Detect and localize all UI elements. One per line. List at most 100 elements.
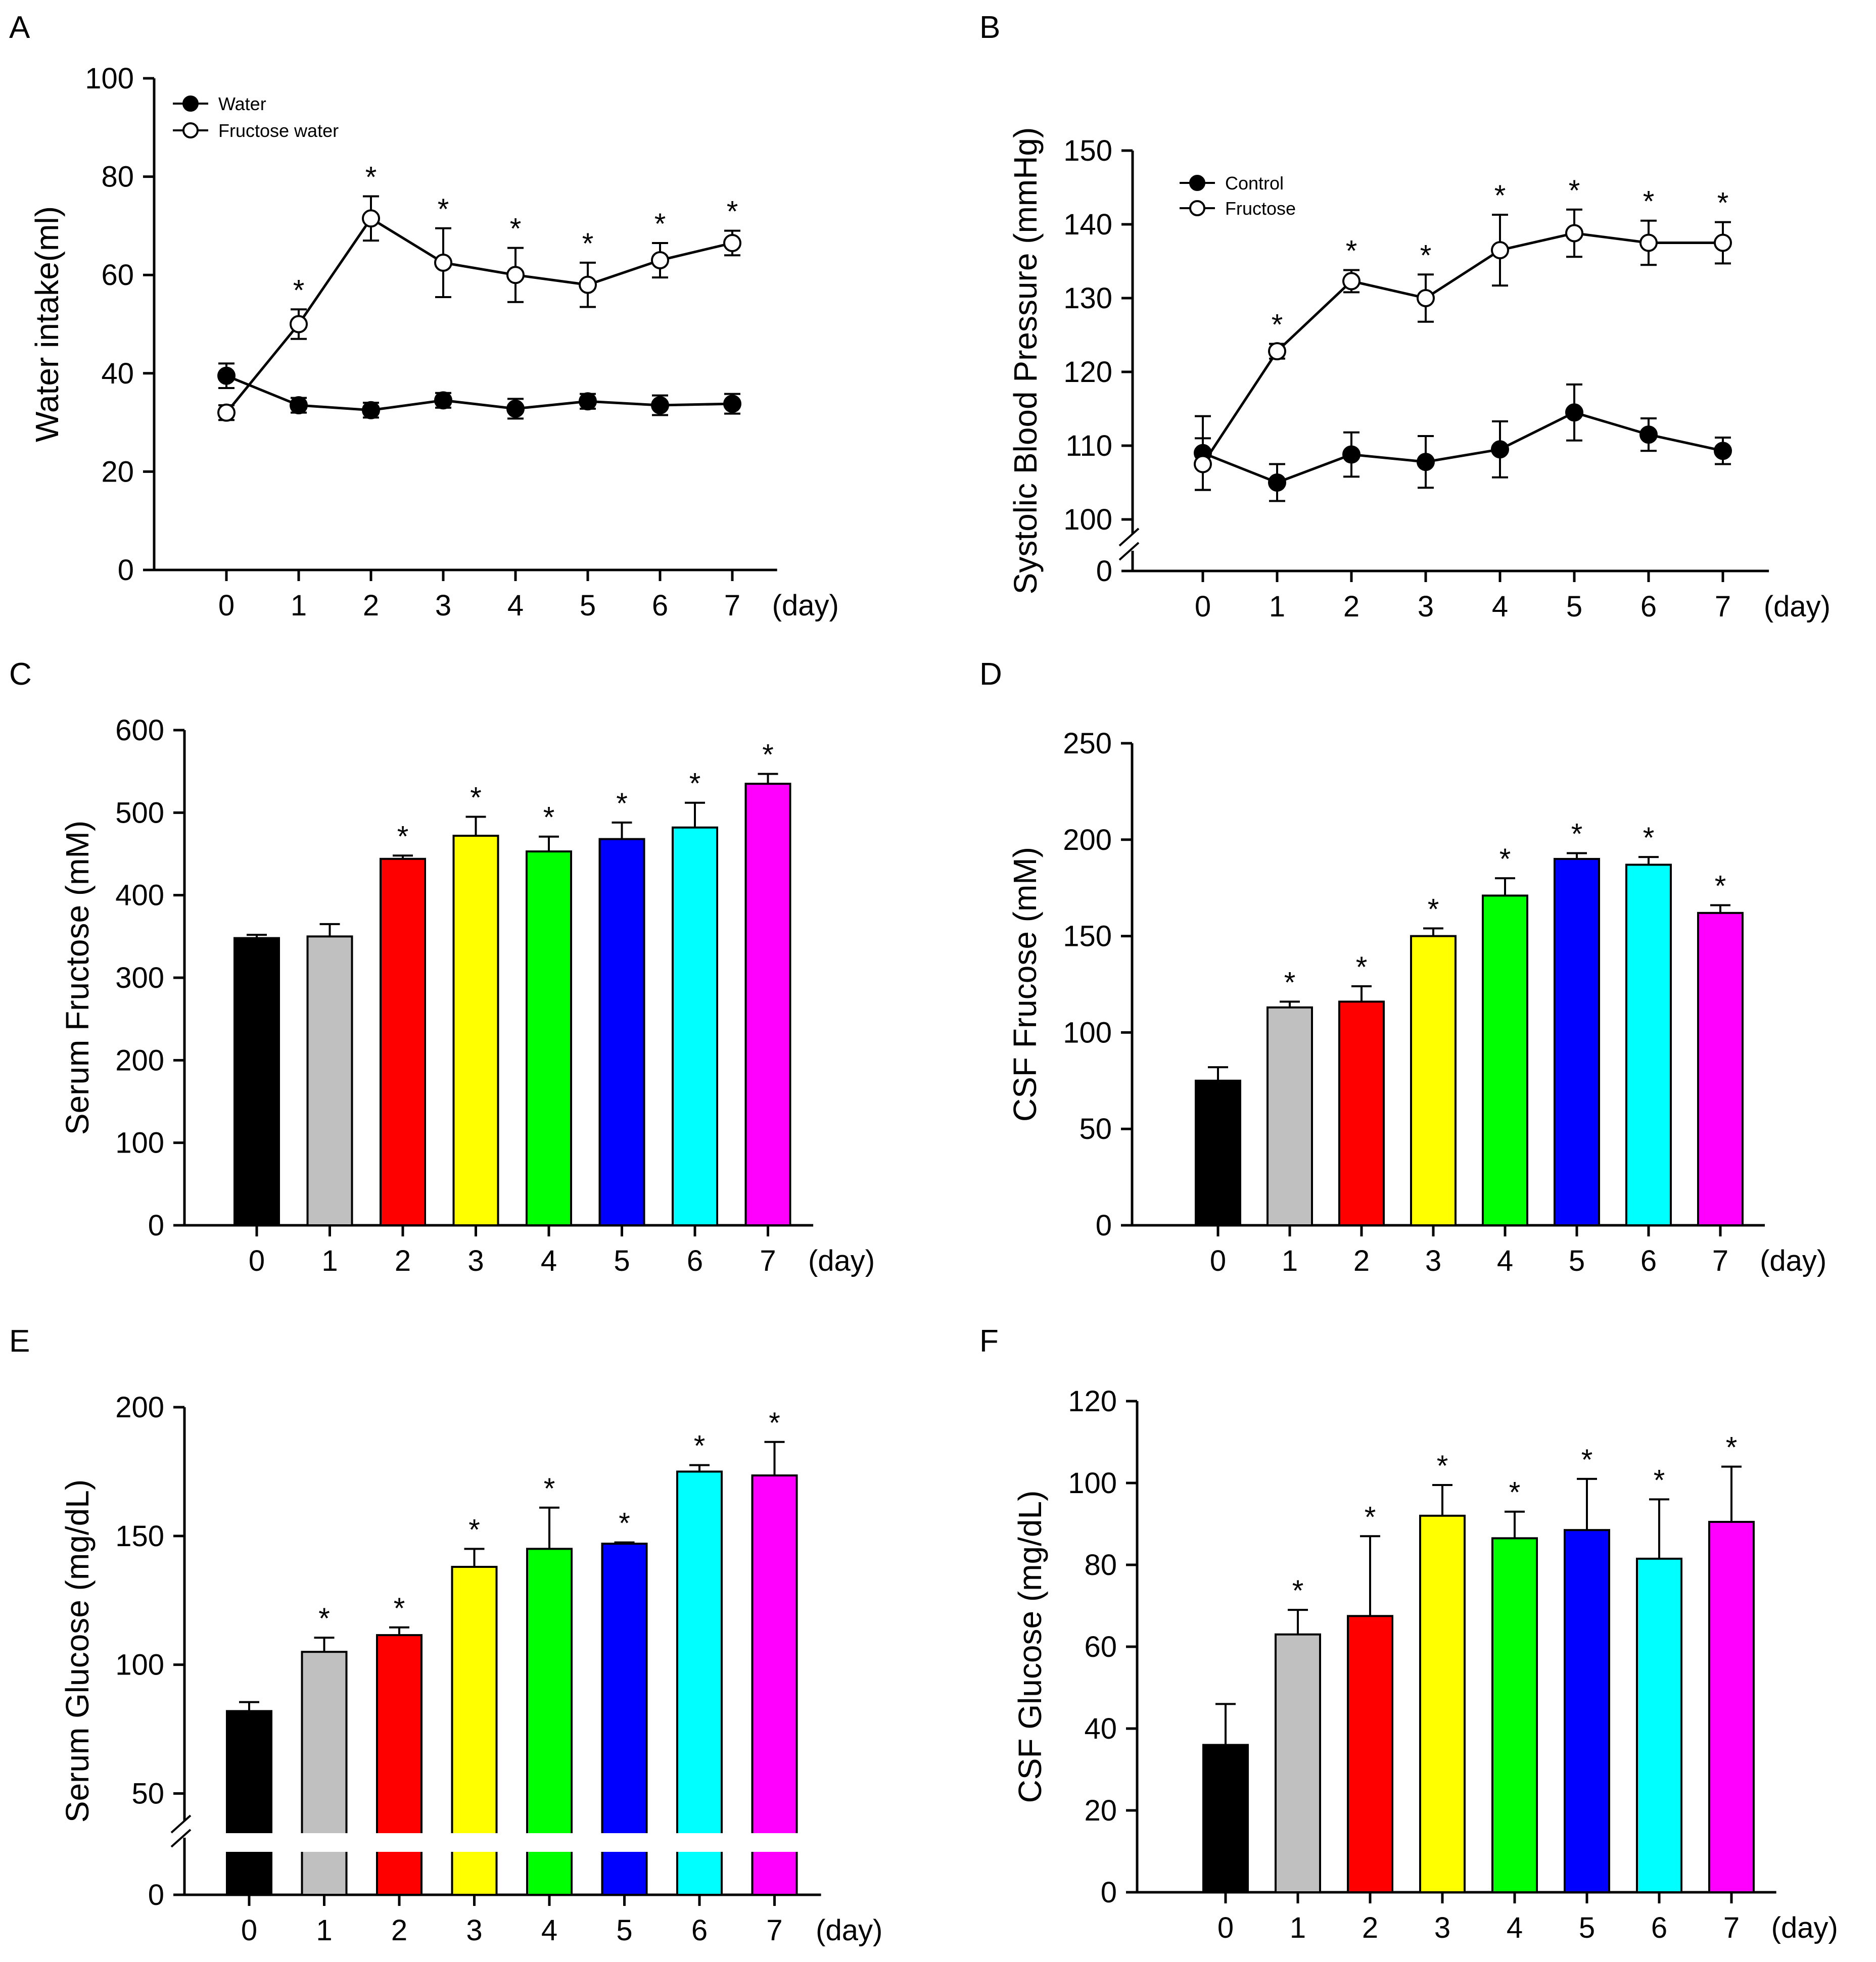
- x-tick-label: 7: [724, 589, 740, 622]
- significance-star: *: [1437, 1450, 1448, 1482]
- y-tick-label: 100: [115, 1649, 164, 1682]
- series-fructose: [1194, 208, 1732, 491]
- x-tick-label: 6: [691, 1914, 708, 1947]
- x-tick-label: 3: [467, 1245, 484, 1277]
- x-tick-label: 3: [466, 1914, 482, 1947]
- y-tick-label: 20: [1084, 1794, 1117, 1827]
- x-tick-label: 0: [241, 1914, 257, 1947]
- data-point: [1491, 241, 1509, 260]
- y-tick-label: 150: [1063, 920, 1112, 953]
- panel-letter: E: [9, 1324, 30, 1359]
- bar: [1636, 1557, 1682, 1894]
- significance-star: *: [1643, 822, 1655, 854]
- x-tick-label: 1: [316, 1914, 332, 1947]
- x-tick-label: 5: [614, 1245, 630, 1277]
- x-tick-label: 5: [1579, 1911, 1595, 1944]
- panel-a: A 0 20 40 60 80 100 Water intake(ml) 0 1 2 3 4 5 6 7 (da…: [9, 10, 839, 622]
- bar: [1410, 935, 1457, 1226]
- x-tick-label: 0: [218, 589, 234, 622]
- significance-star: *: [1569, 174, 1580, 207]
- panel-c: C 0 100 200 300 400 500 600 Serum Fructose (mM) 0…: [9, 657, 875, 1277]
- y-tick-label: 250: [1063, 727, 1112, 760]
- x-tick-label: 4: [1492, 590, 1508, 623]
- panel-letter: A: [9, 10, 30, 45]
- data-point: [579, 392, 597, 411]
- y-tick-label: 0: [148, 1209, 164, 1242]
- bar: [376, 1634, 423, 1896]
- bar: [676, 1470, 723, 1896]
- y-tick-label: 200: [115, 1044, 164, 1077]
- panel-f: F 0 20 40 60 80 100 120 CSF Glucose (mg/dL) 0 1 2 3 4…: [979, 1324, 1838, 1944]
- x-tick-label: 7: [1723, 1911, 1740, 1944]
- data-point: [651, 251, 669, 270]
- bar: [1419, 1514, 1466, 1894]
- bar: [751, 1474, 798, 1896]
- bar: [1554, 857, 1600, 1226]
- x-tick-label: 7: [766, 1914, 782, 1947]
- y-tick-label: 100: [1068, 1467, 1117, 1500]
- x-tick-label: 2: [1353, 1245, 1370, 1277]
- data-point: [217, 366, 236, 385]
- significance-star: *: [544, 1472, 555, 1505]
- x-tick-label: 0: [1195, 590, 1211, 623]
- series-line: [1201, 231, 1723, 465]
- bar: [744, 783, 791, 1226]
- data-point: [434, 253, 452, 272]
- y-axis-title: Serum Fructose (mM): [59, 821, 96, 1135]
- significance-star: *: [1272, 309, 1283, 342]
- series-water: [217, 362, 741, 420]
- y-tick-label: 130: [1063, 282, 1112, 315]
- y-tick-label: 0: [1101, 1876, 1117, 1909]
- y-tick-label: 80: [101, 161, 134, 194]
- legend-marker: [1189, 175, 1205, 191]
- significance-star: *: [510, 213, 522, 246]
- significance-star: *: [1420, 239, 1432, 272]
- significance-star: *: [1499, 843, 1511, 876]
- y-tick-label: 500: [115, 796, 164, 829]
- data-point: [1714, 442, 1732, 460]
- legend-label: Fructose: [1225, 198, 1296, 219]
- y-tick-label: 100: [85, 62, 134, 95]
- significance-star: *: [1494, 179, 1506, 212]
- significance-star: *: [619, 1507, 630, 1540]
- bar: [1267, 1006, 1313, 1226]
- legend-label: Control: [1225, 173, 1284, 194]
- y-tick-label: 60: [101, 259, 134, 292]
- legend-marker: [182, 95, 199, 112]
- significance-star: *: [769, 1407, 780, 1440]
- significance-star: *: [1428, 893, 1439, 926]
- data-point: [434, 391, 452, 410]
- y-tick-label: 150: [115, 1520, 164, 1553]
- x-tick-label: 1: [1269, 590, 1285, 623]
- x-unit-label: (day): [1764, 590, 1831, 623]
- significance-star: *: [1292, 1574, 1304, 1607]
- bar: [526, 850, 572, 1226]
- x-tick-label: 3: [1425, 1245, 1441, 1277]
- bar: [1338, 1000, 1385, 1226]
- bar: [301, 1651, 348, 1896]
- series-fructose-water: [217, 195, 741, 422]
- y-axis-title: CSF Frucose (mM): [1007, 847, 1043, 1122]
- bar: [380, 857, 426, 1227]
- data-point: [362, 401, 380, 419]
- data-point: [1417, 453, 1435, 471]
- data-point: [1268, 342, 1286, 361]
- significance-star: *: [1654, 1464, 1665, 1497]
- x-tick-label: 4: [541, 1245, 557, 1277]
- bar: [672, 826, 718, 1226]
- panel-e: E 0 50 100 150 200 Serum Glucose (mg/dL) 0 1 2 3 4 5…: [9, 1324, 882, 1947]
- significance-star: *: [1715, 870, 1726, 903]
- bar: [233, 937, 280, 1226]
- significance-star: *: [318, 1602, 330, 1635]
- legend-label: Water: [218, 93, 266, 114]
- y-tick-label: 110: [1066, 429, 1112, 462]
- axis-break-mark: [170, 1814, 192, 1834]
- y-tick-label: 60: [1084, 1631, 1117, 1663]
- x-unit-label: (day): [1771, 1911, 1838, 1944]
- data-point: [1639, 425, 1658, 444]
- significance-star: *: [1509, 1476, 1521, 1509]
- x-tick-label: 6: [687, 1245, 703, 1277]
- y-tick-label: 0: [1096, 1209, 1112, 1242]
- x-tick-label: 1: [291, 589, 307, 622]
